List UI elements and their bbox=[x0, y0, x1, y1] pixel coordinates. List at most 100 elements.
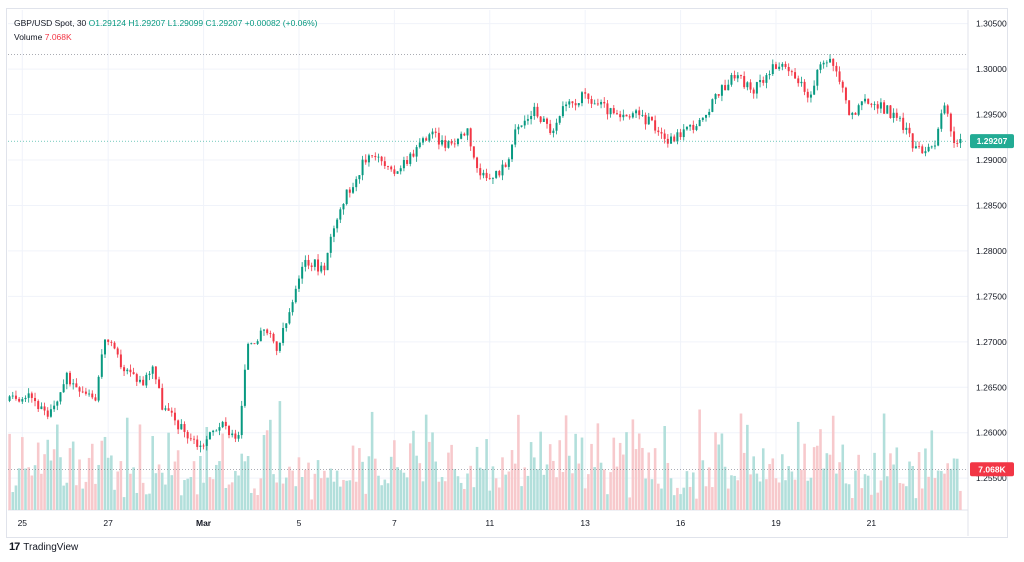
candle-body bbox=[571, 101, 574, 104]
candle-body bbox=[14, 395, 17, 399]
volume-bar bbox=[472, 487, 476, 510]
candle-body bbox=[323, 265, 326, 271]
symbol-label[interactable]: GBP/USD Spot, 30 bbox=[14, 18, 87, 28]
tradingview-brand[interactable]: 17 TradingView bbox=[9, 541, 78, 553]
candle-body bbox=[876, 104, 879, 109]
volume-bar bbox=[90, 443, 94, 510]
volume-bar bbox=[269, 419, 272, 510]
candle-body bbox=[453, 143, 456, 145]
volume-bar bbox=[326, 477, 329, 510]
volume-bar bbox=[895, 447, 899, 510]
candle-body bbox=[647, 116, 650, 125]
candle-body bbox=[170, 410, 173, 413]
volume-bar bbox=[863, 474, 867, 510]
volume-bar bbox=[647, 452, 651, 510]
candle-body bbox=[574, 103, 577, 106]
volume-bar bbox=[666, 462, 670, 510]
volume-bar bbox=[208, 477, 212, 510]
volume-bar bbox=[707, 467, 711, 510]
volume-bar bbox=[634, 449, 638, 510]
price-tick-label: 1.30000 bbox=[976, 64, 1007, 74]
volume-bar bbox=[946, 463, 949, 510]
candle-body bbox=[421, 138, 424, 143]
volume-bar bbox=[596, 423, 600, 510]
volume-bar bbox=[380, 485, 383, 510]
candle-body bbox=[794, 72, 797, 79]
candle-body bbox=[768, 74, 771, 76]
candle-body bbox=[113, 342, 116, 349]
candle-body bbox=[507, 159, 510, 167]
candle-body bbox=[580, 92, 583, 104]
volume-bar bbox=[870, 494, 873, 510]
candle-body bbox=[202, 445, 205, 447]
volume-bar bbox=[230, 482, 234, 510]
candle-body bbox=[883, 102, 886, 114]
price-tick-label: 1.27000 bbox=[976, 337, 1007, 347]
candle-body bbox=[75, 383, 78, 388]
candle-body bbox=[278, 342, 281, 351]
volume-bar bbox=[129, 473, 132, 510]
candle-body bbox=[37, 401, 40, 410]
candle-body bbox=[577, 103, 580, 106]
volume-bar bbox=[507, 471, 511, 510]
volume-bar bbox=[36, 442, 40, 510]
volume-label[interactable]: Volume bbox=[14, 32, 43, 42]
candle-body bbox=[24, 397, 27, 400]
volume-bar bbox=[564, 415, 568, 510]
volume-bar bbox=[746, 424, 749, 510]
volume-bar bbox=[304, 469, 307, 510]
candle-body bbox=[418, 142, 421, 148]
volume-bar bbox=[81, 488, 85, 510]
candle-body bbox=[352, 187, 355, 193]
candle-body bbox=[177, 420, 180, 430]
volume-bar bbox=[876, 492, 880, 510]
volume-bar bbox=[443, 481, 447, 510]
volume-bar bbox=[447, 452, 450, 510]
volume-bar bbox=[571, 473, 574, 510]
candle-body bbox=[918, 146, 921, 148]
volume-bar bbox=[806, 480, 810, 510]
volume-bar bbox=[590, 443, 593, 510]
volume-bar bbox=[265, 430, 269, 510]
volume-bar bbox=[307, 462, 310, 510]
volume-bar bbox=[46, 439, 50, 510]
candle-body bbox=[447, 141, 450, 148]
candle-body bbox=[46, 410, 49, 417]
candle-body bbox=[215, 430, 218, 432]
candle-body bbox=[358, 175, 361, 180]
candle-body bbox=[606, 103, 609, 115]
candle-body bbox=[269, 333, 272, 335]
candle-body bbox=[803, 81, 806, 92]
candle-body bbox=[126, 369, 129, 372]
volume-bar bbox=[650, 479, 654, 510]
volume-bar bbox=[510, 450, 514, 510]
volume-bar bbox=[402, 472, 406, 510]
volume-bar bbox=[787, 466, 790, 510]
candle-body bbox=[631, 113, 634, 118]
time-tick-label: 5 bbox=[297, 518, 302, 528]
volume-bar bbox=[749, 474, 752, 510]
volume-bar bbox=[943, 473, 946, 510]
candle-body bbox=[727, 84, 730, 91]
volume-bar bbox=[933, 477, 937, 510]
volume-bar bbox=[84, 481, 88, 510]
volume-bar bbox=[847, 484, 851, 510]
volume-bar bbox=[339, 486, 342, 510]
volume-bar bbox=[800, 469, 803, 510]
candle-body bbox=[542, 118, 545, 122]
candle-body bbox=[173, 412, 176, 421]
volume-bar bbox=[866, 475, 870, 510]
candle-body bbox=[53, 405, 56, 410]
candle-body bbox=[307, 259, 310, 266]
volume-bar bbox=[415, 455, 418, 510]
volume-bar bbox=[784, 480, 787, 510]
volume-bar bbox=[262, 435, 266, 510]
volume-bar bbox=[660, 488, 663, 510]
candle-body bbox=[765, 75, 768, 83]
candle-body bbox=[450, 141, 453, 144]
volume-bar bbox=[71, 441, 75, 510]
candle-body bbox=[905, 127, 908, 130]
candle-body bbox=[555, 122, 558, 131]
candle-body bbox=[393, 169, 396, 174]
